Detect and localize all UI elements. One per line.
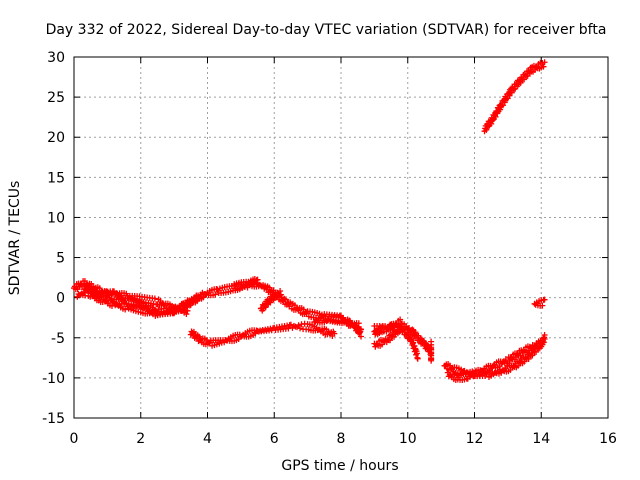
data-point [417, 335, 424, 342]
data-marks [71, 59, 548, 383]
x-tick-label: 16 [599, 431, 617, 447]
data-point [398, 320, 405, 327]
series-arc-m [444, 335, 548, 383]
x-tick-label: 2 [136, 431, 145, 447]
data-point [428, 356, 435, 363]
data-point [183, 311, 190, 318]
data-point [262, 304, 269, 311]
data-point [521, 76, 528, 83]
data-point [541, 296, 548, 303]
data-point [277, 291, 284, 298]
x-tick-label: 8 [337, 431, 346, 447]
grid [74, 57, 608, 418]
data-point [414, 355, 421, 362]
data-point [508, 89, 515, 96]
data-point [412, 329, 419, 336]
series-arc-n [481, 59, 548, 135]
data-point [540, 339, 547, 346]
data-point [151, 295, 158, 302]
y-tick-label: -15 [42, 411, 65, 427]
x-tick-label: 10 [399, 431, 417, 447]
data-point [541, 335, 548, 342]
series-arc-f [257, 288, 284, 314]
data-point [515, 362, 522, 369]
data-point [358, 326, 365, 333]
data-point [108, 291, 115, 298]
y-tick-label: 0 [56, 291, 65, 307]
data-point [422, 339, 429, 346]
y-axis-label: SDTVAR / TECUs [7, 181, 23, 296]
series-arc-o [531, 296, 548, 309]
data-point [483, 126, 490, 133]
data-point [408, 335, 415, 342]
data-point [425, 342, 432, 349]
series-arc-d [187, 320, 338, 349]
series-arc-c [81, 281, 191, 318]
data-point [287, 321, 294, 328]
y-tick-label: 30 [47, 50, 65, 66]
data-point [347, 317, 354, 324]
data-point [521, 358, 528, 365]
x-tick-label: 12 [466, 431, 484, 447]
y-tick-label: 5 [56, 251, 65, 267]
data-point [525, 356, 532, 363]
data-point [529, 352, 536, 359]
data-point [476, 371, 483, 378]
data-point [169, 302, 176, 309]
data-point [197, 291, 204, 298]
y-tick-label: 15 [47, 170, 65, 186]
data-point [488, 120, 495, 127]
y-tick-label: -10 [42, 371, 65, 387]
y-tick-label: 10 [47, 210, 65, 226]
data-point [540, 63, 547, 70]
x-axis-label: GPS time / hours [281, 458, 398, 474]
data-point [110, 298, 117, 305]
data-point [501, 99, 508, 106]
y-tick-label: 20 [47, 130, 65, 146]
chart-title: Day 332 of 2022, Sidereal Day-to-day VTE… [46, 22, 607, 38]
data-point [212, 291, 219, 298]
data-point [541, 59, 548, 66]
data-point [331, 330, 338, 337]
data-point [122, 306, 129, 313]
data-point [282, 296, 289, 303]
y-tick-label: -5 [51, 331, 65, 347]
data-point [184, 307, 191, 314]
x-tick-labels: 0 2 4 6 8 10 12 14 16 [70, 431, 617, 447]
series-arc-i [371, 323, 421, 362]
series-arc-k [428, 338, 435, 364]
data-point [108, 303, 115, 310]
series-arc-j [371, 316, 405, 335]
data-point [297, 325, 304, 332]
data-point [539, 302, 546, 309]
data-point [409, 326, 416, 333]
data-point [277, 288, 284, 295]
data-point [355, 320, 362, 327]
data-point [533, 348, 540, 355]
y-tick-label: 25 [47, 90, 65, 106]
data-point [489, 116, 496, 123]
data-point [295, 322, 302, 329]
x-tick-label: 4 [203, 431, 212, 447]
data-point [358, 333, 365, 340]
y-tick-labels: -15 -10 -5 0 5 10 15 20 25 30 [42, 50, 65, 427]
data-point [485, 123, 492, 130]
tick-marks [73, 56, 609, 419]
data-point [492, 113, 499, 120]
data-point [410, 339, 417, 346]
series-arc-l [441, 331, 548, 380]
x-tick-label: 6 [270, 431, 279, 447]
data-point [517, 79, 524, 86]
series-arc-g [311, 313, 365, 333]
data-point [397, 316, 404, 323]
data-point [122, 295, 129, 302]
data-point [387, 337, 394, 344]
x-tick-label: 0 [70, 431, 79, 447]
x-tick-label: 14 [532, 431, 550, 447]
